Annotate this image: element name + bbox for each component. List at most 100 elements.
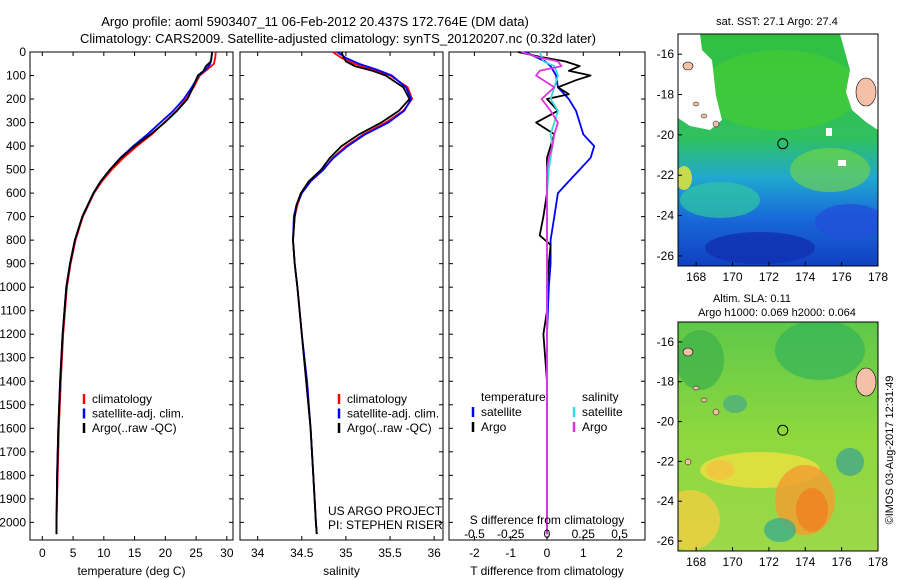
temperature-x-axis-label: temperature (deg C) [77, 564, 185, 578]
legend-label: climatology [347, 392, 407, 406]
map-lon-label: 178 [868, 555, 888, 569]
depth-tick-label: 900 [6, 257, 26, 271]
legend-label: satellite [481, 405, 522, 419]
sst-masked-area [678, 34, 722, 130]
difference-x-axis-label: T difference from climatology [470, 564, 624, 578]
difference-series-line [521, 51, 563, 535]
map-lat-label: -20 [657, 415, 675, 429]
x-tick-label: 30 [220, 546, 234, 560]
depth-tick-label: 1000 [0, 280, 26, 294]
temperature-series-line [55, 51, 213, 535]
depth-tick-label: 1600 [0, 421, 26, 435]
sla-float-location-marker [777, 424, 789, 436]
sla-land [855, 367, 877, 397]
map-lon-label: 174 [795, 555, 815, 569]
map-lat-label: -18 [657, 375, 675, 389]
depth-tick-label: 400 [6, 139, 26, 153]
s-difference-label: S difference from climatology [470, 513, 625, 527]
x-tick-label: 15 [128, 546, 142, 560]
x-tick-label: 25 [189, 546, 203, 560]
sst-map: sat. SST: 27.1 Argo: 27.4 168 170 172 174 17… [657, 16, 889, 284]
map-lat-label: -24 [657, 209, 675, 223]
map-lat-label: -16 [657, 335, 675, 349]
x-tick-label: 35 [339, 546, 353, 560]
map-lon-label: 174 [795, 270, 815, 284]
depth-tick-label: 300 [6, 116, 26, 130]
depth-tick-label: 600 [6, 186, 26, 200]
header-line-2: Climatology: CARS2009. Satellite-adjuste… [80, 31, 596, 46]
map-lon-label: 176 [832, 270, 852, 284]
depth-tick-label: 2000 [0, 515, 26, 529]
depth-tick-label: 800 [6, 233, 26, 247]
map-lat-label: -18 [657, 88, 675, 102]
map-lon-label: 168 [686, 555, 706, 569]
pi-annotation: PI: STEPHEN RISER [328, 518, 443, 532]
map-lon-label: 168 [686, 270, 706, 284]
depth-tick-label: 100 [6, 69, 26, 83]
sst-float-location-marker [777, 138, 789, 150]
x-tick-label: 35.5 [378, 546, 402, 560]
temperature-panel: 0100200300400500600700800900100011001200… [0, 45, 234, 578]
x-tick-label: 20 [159, 546, 173, 560]
map-lat-label: -16 [657, 47, 675, 61]
map-lat-label: -22 [657, 168, 675, 182]
salinity-series-line [292, 51, 413, 535]
s-tick-label: 0.5 [611, 527, 628, 541]
salinity-panel: 34 34.5 35 35.5 36 salinity climatologysatelli… [239, 51, 444, 578]
sst-map-title: sat. SST: 27.1 Argo: 27.4 [716, 16, 838, 28]
x-tick-label: 2 [616, 546, 623, 560]
map-lon-label: 170 [723, 270, 743, 284]
difference-series-line [524, 51, 596, 535]
depth-tick-label: 1100 [0, 304, 26, 318]
legend-label: climatology [92, 392, 152, 406]
depth-tick-label: 1700 [0, 445, 26, 459]
x-tick-label: 34.5 [290, 546, 314, 560]
map-lat-label: -20 [657, 128, 675, 142]
legend-header-temperature: temperature [481, 390, 546, 404]
temperature-series-line [55, 51, 217, 535]
temperature-series-line [55, 51, 213, 535]
legend-header-salinity: salinity [582, 390, 619, 404]
depth-tick-label: 0 [19, 45, 26, 59]
map-lon-label: 178 [868, 270, 888, 284]
temperature-plot-frame [29, 51, 234, 541]
header-line-1: Argo profile: aoml 5903407_11 06-Feb-201… [101, 14, 529, 29]
depth-tick-label: 1800 [0, 468, 26, 482]
map-lon-label: 170 [723, 555, 743, 569]
salinity-series-line [292, 51, 411, 535]
map-lon-label: 172 [759, 555, 779, 569]
x-tick-label: 1 [580, 546, 587, 560]
difference-series-line [517, 51, 592, 535]
sla-map-title: Altim. SLA: 0.11 [713, 293, 791, 305]
depth-tick-label: 1300 [0, 351, 26, 365]
x-tick-label: -1 [505, 546, 516, 560]
legend-label: satellite-adj. clim. [347, 407, 439, 421]
x-tick-label: 34 [251, 546, 265, 560]
depth-tick-label: 1200 [0, 327, 26, 341]
s-tick-label: -0.25 [497, 527, 525, 541]
difference-panel: -2 -1 0 1 2 T difference from climatology -0.5… [448, 51, 646, 578]
legend-label: Argo(..raw -QC) [347, 421, 432, 435]
sla-map-subtitle: Argo h1000: 0.069 h2000: 0.064 [698, 307, 856, 319]
depth-tick-label: 500 [6, 163, 26, 177]
legend-label: satellite-adj. clim. [92, 407, 184, 421]
depth-tick-label: 200 [6, 92, 26, 106]
salinity-series-line [292, 51, 414, 535]
sst-map-frame [677, 33, 879, 267]
legend-label: Argo(..raw -QC) [92, 421, 177, 435]
sst-land [855, 77, 877, 107]
legend-label: Argo [481, 420, 507, 434]
x-tick-label: -2 [469, 546, 480, 560]
sla-map-frame [677, 321, 879, 552]
salinity-x-axis-label: salinity [323, 564, 360, 578]
s-tick-label: 0 [544, 527, 551, 541]
sla-map: Altim. SLA: 0.11 Argo h1000: 0.069 h2000… [657, 293, 889, 569]
map-lat-label: -26 [657, 534, 675, 548]
credit-text: ©IMOS 03-Aug-2017 12:31:49 [884, 376, 896, 525]
x-tick-label: 36 [427, 546, 441, 560]
x-tick-label: 10 [97, 546, 111, 560]
salinity-plot-frame [239, 51, 444, 541]
map-lon-label: 172 [759, 270, 779, 284]
map-lat-label: -22 [657, 454, 675, 468]
